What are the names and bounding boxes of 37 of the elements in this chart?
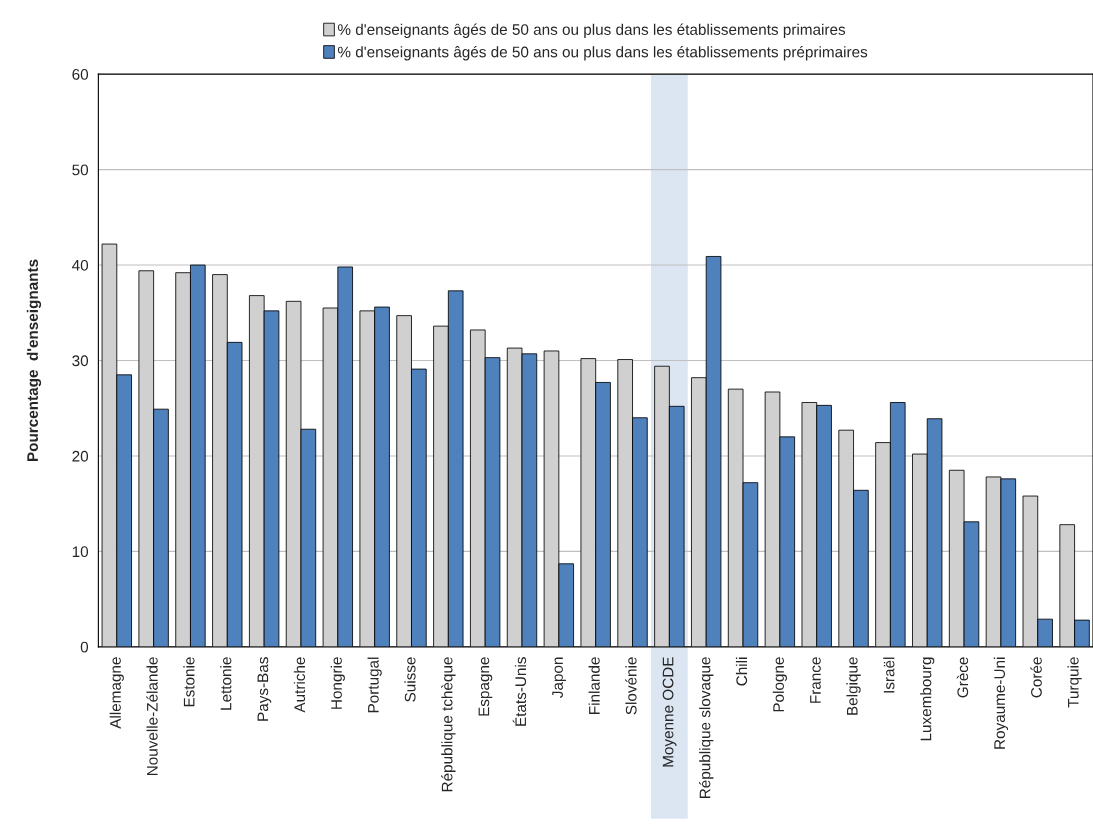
x-tick-label: Corée bbox=[1030, 657, 1042, 698]
x-tick-label: République slovaque bbox=[698, 657, 714, 798]
x-tick-label: Hongrie bbox=[330, 657, 345, 709]
x-tick-label: Luxembourg bbox=[920, 657, 935, 741]
x-tick-label: Finlande bbox=[588, 657, 600, 714]
y-tick-label: 0 bbox=[80, 641, 89, 653]
x-tick-label: France bbox=[810, 657, 821, 703]
x-tick-label: Grèce bbox=[956, 657, 969, 698]
x-tick-label: Slovénie bbox=[625, 657, 637, 715]
legend-label: % d'enseignants âgés de 50 ans ou plus dans les établissements préprimaires bbox=[337, 45, 868, 61]
x-tick-label: Royaume-Uni bbox=[993, 657, 1009, 749]
x-tick-label: Suisse bbox=[404, 657, 416, 702]
y-tick-label: 40 bbox=[72, 259, 89, 271]
x-tick-label: Belgique bbox=[846, 657, 861, 715]
x-tick-label: République tchèque bbox=[441, 657, 456, 792]
legend-label: % d'enseignants âgés de 50 ans ou plus dans les établissements primaires bbox=[337, 23, 846, 38]
y-tick-label: 20 bbox=[72, 450, 89, 462]
x-tick-label: Espagne bbox=[478, 657, 493, 716]
x-tick-label: Turquie bbox=[1067, 657, 1082, 708]
x-tick-label: Allemagne bbox=[109, 657, 124, 729]
x-tick-label: Israël bbox=[883, 657, 895, 693]
y-tick-label: 50 bbox=[72, 164, 89, 176]
x-tick-label: Pays-Bas bbox=[257, 657, 272, 721]
y-tick-label: 10 bbox=[72, 546, 89, 558]
x-tick-label: Pologne bbox=[772, 657, 787, 712]
y-tick-label: 60 bbox=[72, 69, 89, 80]
y-axis-title: Pourcentage d'enseignants bbox=[26, 259, 42, 462]
x-tick-label: Japon bbox=[552, 657, 566, 698]
x-tick-label: États-Unis bbox=[512, 657, 527, 726]
x-tick-label: Autriche bbox=[293, 657, 306, 713]
x-tick-label: Chili bbox=[735, 657, 748, 686]
x-tick-label: Nouvelle-Zélande bbox=[146, 657, 158, 776]
x-tick-label: Portugal bbox=[367, 657, 382, 713]
x-tick-label: Estonie bbox=[183, 657, 195, 707]
y-tick-label: 30 bbox=[72, 355, 89, 367]
x-tick-label: Lettonie bbox=[220, 657, 232, 710]
x-tick-label: Moyenne OCDE bbox=[662, 657, 677, 767]
